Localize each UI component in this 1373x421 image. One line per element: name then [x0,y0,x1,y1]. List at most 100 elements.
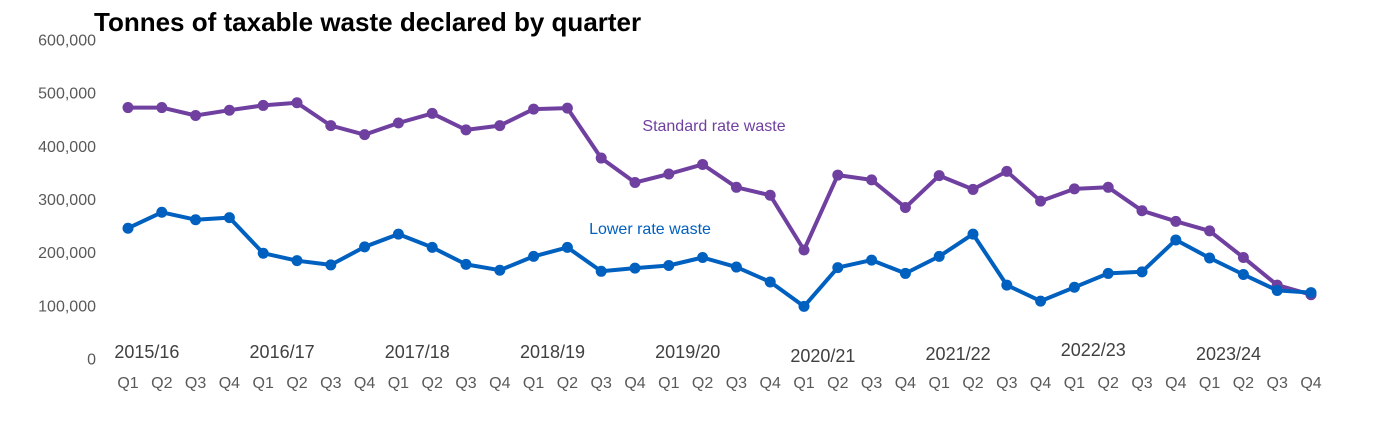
data-point [899,267,911,279]
x-tick-label-quarter: Q4 [1300,375,1321,392]
series-label: Lower rate waste [589,221,711,238]
data-point [1068,183,1080,195]
y-tick-label: 300,000 [38,192,96,209]
x-tick-label-quarter: Q4 [895,375,916,392]
x-tick-label-year: 2022/23 [1061,340,1126,360]
x-tick-label-quarter: Q1 [253,375,274,392]
data-point [832,169,844,181]
data-point [1136,266,1148,278]
data-point [561,241,573,253]
x-tick-label-quarter: Q2 [286,375,307,392]
data-point [730,261,742,273]
data-point [1237,268,1249,280]
data-point [967,183,979,195]
data-point [629,262,641,274]
x-tick-label-quarter: Q3 [1131,375,1152,392]
data-point [663,259,675,271]
data-point [528,103,540,115]
x-tick-label-quarter: Q2 [422,375,443,392]
x-tick-label-quarter: Q4 [624,375,645,392]
x-tick-label-quarter: Q2 [557,375,578,392]
data-point [1305,287,1317,299]
data-point [426,241,438,253]
x-tick-label-quarter: Q1 [523,375,544,392]
data-point [325,259,337,271]
data-point [1170,215,1182,227]
y-tick-label: 0 [87,352,96,369]
x-tick-label-quarter: Q3 [455,375,476,392]
x-tick-label-year: 2020/21 [790,346,855,366]
data-point [190,214,202,226]
x-tick-label-year: 2023/24 [1196,344,1261,364]
data-point [595,152,607,164]
data-point [561,102,573,114]
data-point [156,102,168,114]
data-point [798,244,810,256]
data-point [392,117,404,129]
x-tick-label-year: 2016/17 [250,342,315,362]
x-tick-label-year: 2019/20 [655,342,720,362]
data-point [764,189,776,201]
x-tick-label-year: 2021/22 [926,344,991,364]
x-tick-label-quarter: Q2 [1098,375,1119,392]
data-point [798,300,810,312]
x-tick-label-quarter: Q2 [151,375,172,392]
data-point [730,181,742,193]
x-tick-label-year: 2017/18 [385,342,450,362]
y-tick-label: 200,000 [38,245,96,262]
x-tick-label-quarter: Q3 [996,375,1017,392]
x-tick-label-year: 2015/16 [114,342,179,362]
data-point [156,206,168,218]
x-tick-label-quarter: Q2 [692,375,713,392]
data-point [1237,251,1249,263]
data-point [1170,234,1182,246]
data-point [1136,205,1148,217]
x-tick-label-quarter: Q3 [591,375,612,392]
data-point [1204,225,1216,237]
y-tick-label: 400,000 [38,139,96,156]
series-line [126,100,1313,297]
x-tick-label-quarter: Q3 [320,375,341,392]
series-label: Standard rate waste [642,118,785,135]
x-tick-label-quarter: Q1 [1064,375,1085,392]
data-point [1035,195,1047,207]
data-point [1204,252,1216,264]
data-point [257,99,269,111]
data-point [866,174,878,186]
x-tick-label-quarter: Q4 [219,375,240,392]
data-point [494,120,506,132]
x-tick-label-quarter: Q4 [1030,375,1051,392]
chart-title: Tonnes of taxable waste declared by quar… [94,7,642,37]
data-point [933,250,945,262]
data-point [325,120,337,132]
x-tick-label-quarter: Q4 [354,375,375,392]
data-point [933,170,945,182]
data-point [899,202,911,214]
data-point [359,129,371,141]
data-point [1068,281,1080,293]
data-point [460,258,472,270]
data-point [494,264,506,276]
data-point [1001,165,1013,177]
data-point [629,177,641,189]
x-tick-label-year: 2018/19 [520,342,585,362]
data-point [291,97,303,109]
data-point [122,102,134,114]
data-point [122,222,134,234]
x-tick-label-quarter: Q4 [489,375,510,392]
data-point [392,228,404,240]
data-point [697,251,709,263]
data-point [223,104,235,116]
data-point [866,254,878,266]
series-line [126,210,1313,309]
data-point [528,250,540,262]
x-tick-label-quarter: Q2 [827,375,848,392]
y-tick-label: 100,000 [38,298,96,315]
y-tick-label: 600,000 [38,33,96,50]
data-point [257,247,269,259]
x-tick-label-quarter: Q3 [726,375,747,392]
x-tick-label-quarter: Q1 [117,375,138,392]
data-point [1271,284,1283,296]
data-point [595,265,607,277]
